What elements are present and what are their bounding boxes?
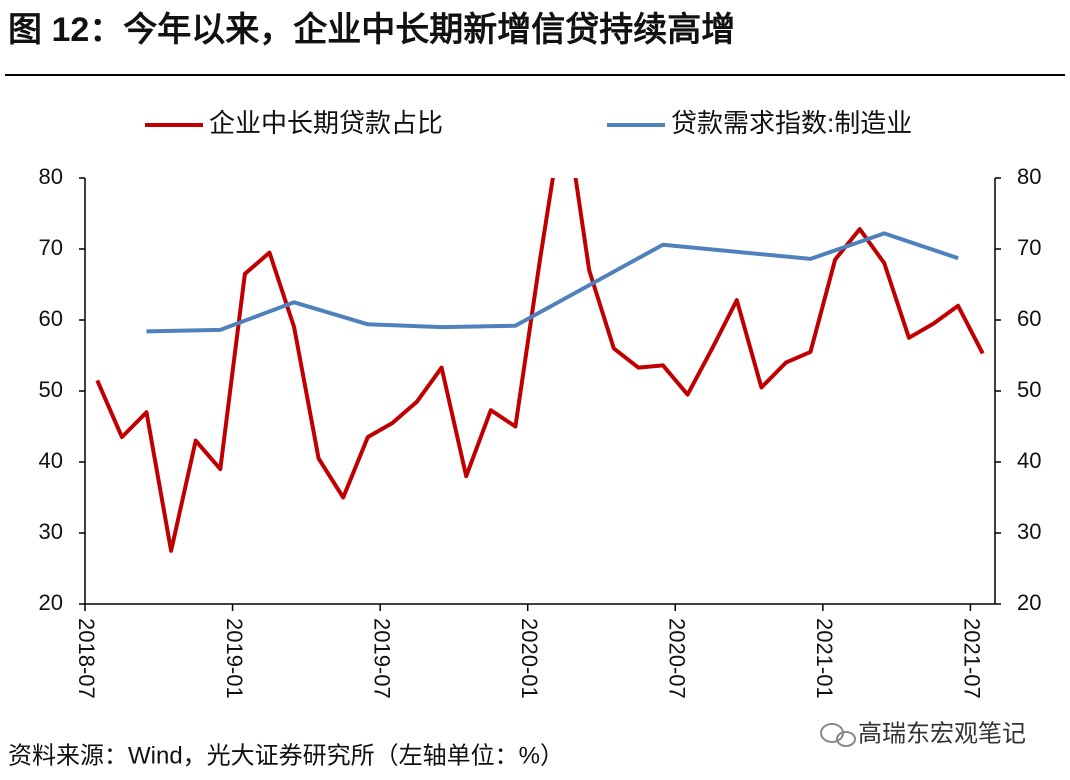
legend-label: 贷款需求指数:制造业 bbox=[671, 108, 912, 138]
y-tick-label: 30 bbox=[39, 519, 63, 544]
y2-tick-label: 50 bbox=[1017, 377, 1041, 402]
series-line bbox=[146, 231, 959, 334]
x-tick-label: 2019-07 bbox=[369, 618, 394, 699]
chart-title: 图 12：今年以来，企业中长期新增信贷持续高增 bbox=[8, 10, 735, 49]
series-line bbox=[95, 178, 985, 553]
x-tick-label: 2018-07 bbox=[74, 618, 99, 699]
source-note: 资料来源：Wind，光大证券研究所（左轴单位：%） bbox=[8, 742, 564, 769]
watermark-icon bbox=[820, 723, 856, 747]
watermark: 高瑞东宏观笔记 bbox=[858, 720, 1026, 747]
y-tick-label: 40 bbox=[39, 448, 63, 473]
x-tick-label: 2021-07 bbox=[960, 618, 985, 699]
y-tick-label: 70 bbox=[39, 235, 63, 260]
y-tick-label: 20 bbox=[39, 590, 63, 615]
y-tick-label: 60 bbox=[39, 306, 63, 331]
plot-area bbox=[95, 178, 985, 553]
y2-tick-label: 40 bbox=[1017, 448, 1041, 473]
y-tick-label: 80 bbox=[39, 164, 63, 189]
y2-tick-label: 30 bbox=[1017, 519, 1041, 544]
x-tick-label: 2019-01 bbox=[222, 618, 247, 699]
x-tick-label: 2020-01 bbox=[517, 618, 542, 699]
x-tick-label: 2020-07 bbox=[664, 618, 689, 699]
y2-tick-label: 80 bbox=[1017, 164, 1041, 189]
x-tick-label: 2021-01 bbox=[812, 618, 837, 699]
y2-tick-label: 70 bbox=[1017, 235, 1041, 260]
y-tick-label: 50 bbox=[39, 377, 63, 402]
y2-tick-label: 20 bbox=[1017, 590, 1041, 615]
y2-tick-label: 60 bbox=[1017, 306, 1041, 331]
legend-label: 企业中长期贷款占比 bbox=[209, 108, 443, 138]
